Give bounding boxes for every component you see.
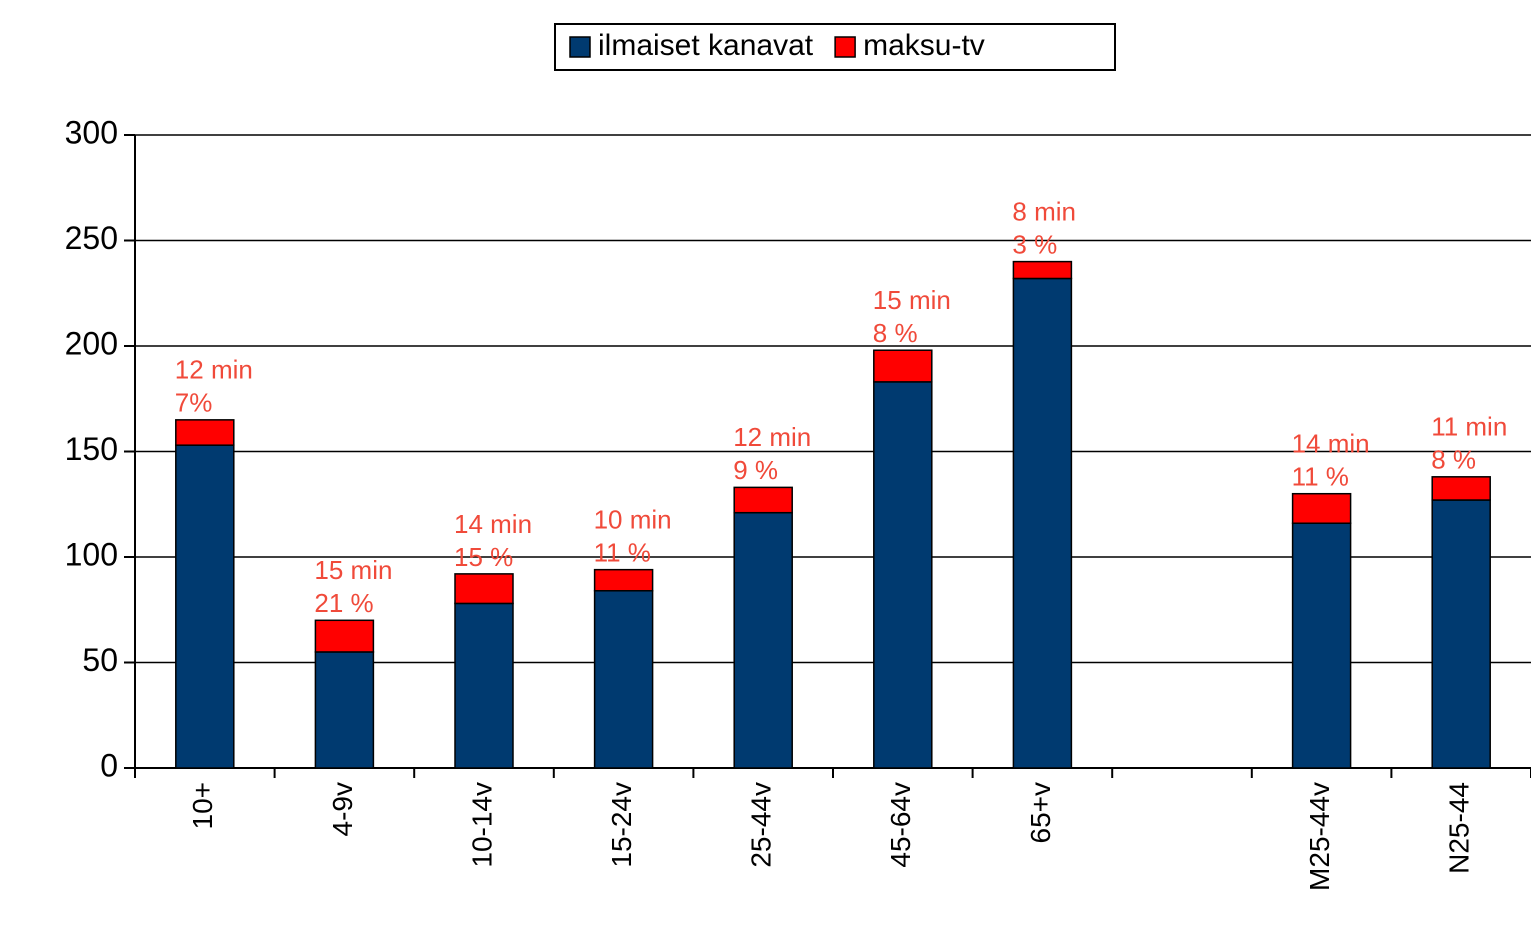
bar-segment xyxy=(733,486,793,514)
percent-label: 21 % xyxy=(314,588,373,618)
bar-segment xyxy=(593,568,654,592)
bar-segment xyxy=(593,590,654,769)
value-label: 11 min xyxy=(1431,412,1507,442)
value-label: 12 min xyxy=(733,422,811,452)
bar-segment xyxy=(175,419,235,446)
bar-segment xyxy=(733,511,793,769)
bar-segment xyxy=(873,349,933,383)
percent-label: 8 % xyxy=(1431,445,1476,475)
x-tick-label: 10-14v xyxy=(466,782,497,868)
percent-label: 11 % xyxy=(594,538,651,568)
bar-segment xyxy=(1012,277,1073,769)
percent-label: 15 % xyxy=(454,542,513,572)
bar-segment xyxy=(1012,260,1073,280)
y-tick-label: 300 xyxy=(65,114,118,150)
bar-segment xyxy=(314,619,375,653)
x-tick-label: 65+v xyxy=(1025,782,1056,844)
y-tick-label: 0 xyxy=(100,747,118,783)
y-tick-label: 50 xyxy=(82,642,118,678)
x-tick-label: 25-44v xyxy=(746,782,777,868)
x-tick-label: 4-9v xyxy=(327,782,358,836)
bar-segment xyxy=(314,651,375,769)
percent-label: 7% xyxy=(175,388,213,418)
x-tick-label: 15-24v xyxy=(606,782,637,868)
value-label: 8 min xyxy=(1012,196,1076,226)
value-label: 10 min xyxy=(594,505,672,535)
percent-label: 9 % xyxy=(733,455,778,485)
legend-swatch xyxy=(569,36,591,58)
value-label: 12 min xyxy=(175,355,253,385)
value-label: 14 min xyxy=(1292,429,1370,459)
percent-label: 8 % xyxy=(873,318,918,348)
x-tick-label: 10+ xyxy=(187,782,218,830)
y-tick-label: 150 xyxy=(65,431,118,467)
percent-label: 11 % xyxy=(1292,462,1349,492)
legend-label: ilmaiset kanavat xyxy=(598,29,814,62)
value-label: 14 min xyxy=(454,509,532,539)
bar-segment xyxy=(1431,476,1491,501)
value-label: 15 min xyxy=(314,555,392,585)
y-tick-label: 250 xyxy=(65,220,118,256)
legend-label: maksu-tv xyxy=(863,29,985,62)
bar-segment xyxy=(1431,499,1491,769)
x-tick-label: N25-44 xyxy=(1444,782,1475,874)
percent-label: 3 % xyxy=(1012,229,1057,259)
x-tick-label: 45-64v xyxy=(885,782,916,868)
y-tick-label: 100 xyxy=(65,536,118,572)
value-label: 15 min xyxy=(873,285,951,315)
x-tick-label: M25-44v xyxy=(1304,782,1335,891)
bar-segment xyxy=(1291,522,1352,769)
bar-segment xyxy=(175,444,235,769)
bar-segment xyxy=(873,381,933,769)
bar-segment xyxy=(1291,492,1352,524)
y-tick-label: 200 xyxy=(65,325,118,361)
legend-swatch xyxy=(834,36,856,58)
bar-segment xyxy=(454,573,514,605)
bar-segment xyxy=(454,602,514,769)
